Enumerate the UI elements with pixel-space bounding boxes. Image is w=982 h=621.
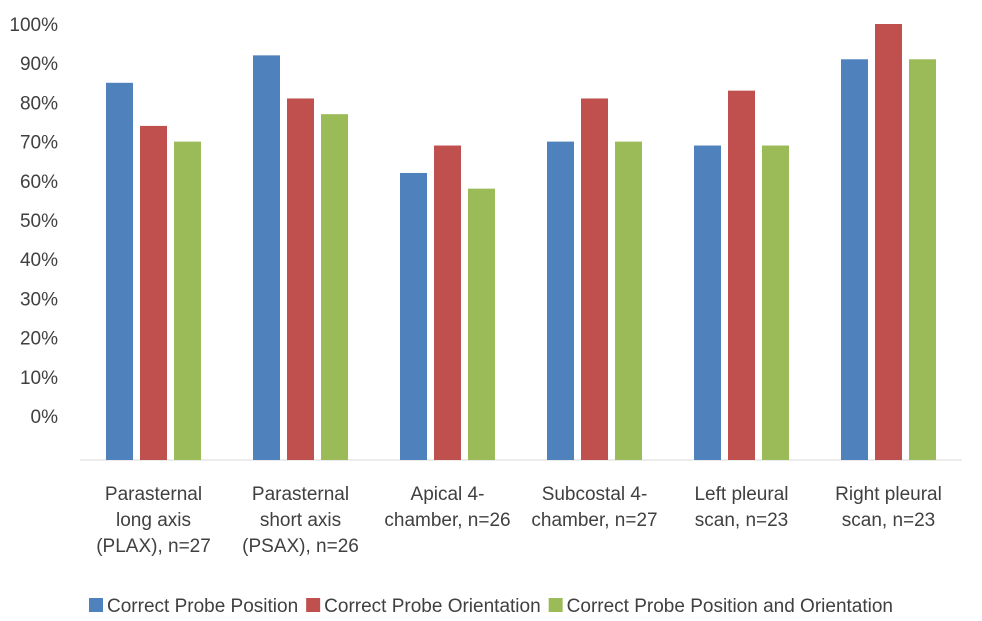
bar: [841, 59, 868, 460]
bar: [106, 82, 133, 461]
x-category-label: Left pleural scan, n=23: [694, 484, 788, 531]
legend: Correct Probe Position Correct Probe Orie…: [89, 596, 893, 617]
bar: [615, 141, 642, 460]
legend-label: Correct Probe Position and Orientation: [567, 596, 893, 617]
bar: [875, 24, 902, 460]
y-tick-label: 80%: [20, 93, 58, 114]
bar: [253, 55, 280, 461]
bar: [468, 188, 495, 460]
y-tick-label: 90%: [20, 54, 58, 75]
bar: [140, 125, 167, 461]
bar: [581, 98, 608, 460]
bar: [434, 145, 461, 460]
y-tick-label: 40%: [20, 250, 58, 271]
x-category-label: Subcostal 4-chamber, n=27: [531, 484, 657, 531]
y-tick-label: 50%: [20, 211, 58, 232]
x-category-label: Parasternal long axis (PLAX), n=27: [96, 484, 211, 557]
y-tick-label: 30%: [20, 289, 58, 310]
bar: [287, 98, 314, 460]
y-tick-label: 60%: [20, 172, 58, 193]
y-tick-label: 20%: [20, 329, 58, 350]
y-tick-label: 70%: [20, 133, 58, 154]
category-labels: Parasternal long axis (PLAX), n=27 Paraster…: [96, 484, 942, 557]
bar: [909, 59, 936, 460]
legend-label: Correct Probe Orientation: [324, 596, 541, 617]
x-category-label: Apical 4-chamber, n=26: [384, 484, 510, 531]
x-category-label: Parasternal short axis (PSAX), n=26: [242, 484, 359, 557]
legend-swatch: [89, 598, 103, 612]
bar: [321, 114, 348, 460]
bar: [694, 145, 721, 460]
y-tick-label: 10%: [20, 368, 58, 389]
bar: [762, 145, 789, 460]
bars: [106, 24, 936, 461]
bar: [400, 172, 427, 460]
bar: [547, 141, 574, 460]
legend-swatch: [306, 598, 321, 612]
y-axis-tick-labels: 0% 10% 20% 30% 40% 50% 60% 70% 80% 90% 100%: [9, 15, 58, 428]
y-tick-label: 100%: [9, 15, 58, 36]
y-tick-label: 0%: [31, 407, 59, 428]
legend-swatch: [548, 598, 563, 612]
legend-label: Correct Probe Position: [107, 596, 298, 617]
bar: [728, 90, 755, 460]
bar: [174, 141, 201, 460]
x-category-label: Right pleural scan, n=23: [835, 484, 942, 531]
